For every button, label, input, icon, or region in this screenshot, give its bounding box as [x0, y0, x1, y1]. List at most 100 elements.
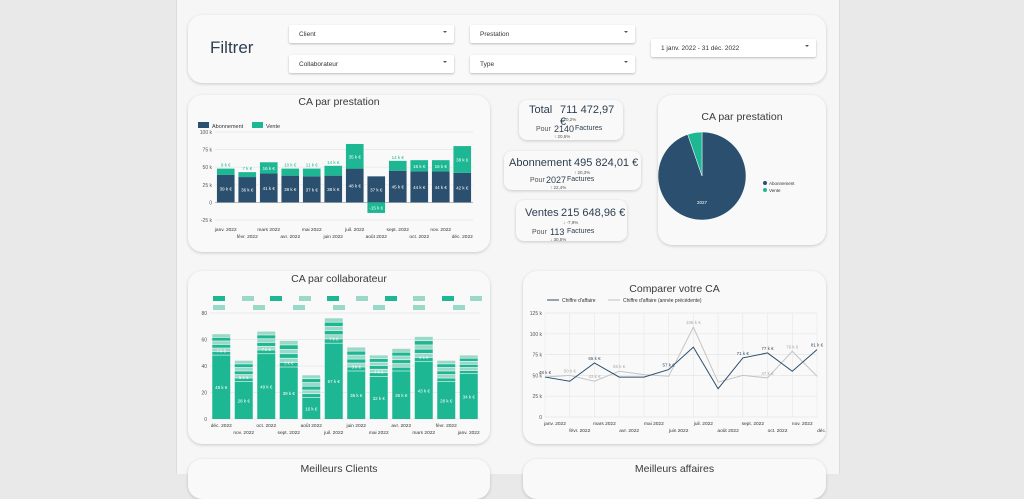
bar-vente: [431, 160, 450, 172]
legend-swatch: [333, 305, 345, 310]
y-tick-label: 25 k: [533, 394, 543, 400]
compare-line-chart: Chiffre d'affaire Chiffre d'affaire (anné…: [530, 298, 826, 434]
bar-label: 16 k €: [305, 406, 318, 411]
bar-label-vente: 38 k €: [456, 157, 469, 162]
x-tick-label: nov. 2022: [233, 430, 254, 436]
client-select[interactable]: Client: [289, 25, 454, 43]
bar-label-abonnement: 42 k €: [456, 186, 469, 191]
bar-segment: [369, 366, 388, 369]
bar-label: 4 k €: [419, 355, 429, 360]
bar-segment: [212, 351, 231, 355]
bar-label: 36 k €: [350, 393, 363, 398]
bar-segment: [347, 351, 366, 355]
chevron-down-icon: [624, 61, 628, 63]
bar-segment: [257, 339, 276, 343]
bar-segment: [302, 375, 321, 379]
x-tick-label: août 2022: [717, 428, 739, 434]
y-tick-label: 100 k: [530, 332, 543, 338]
bar-label-vente: -15 k €: [369, 206, 383, 211]
bar-abonnement: [367, 176, 386, 203]
bar-segment: [414, 353, 433, 358]
bar-segment: [324, 322, 343, 327]
bar-label-vente: 7 k €: [242, 166, 252, 171]
bar-abonnement: [345, 168, 364, 203]
legend-swatch: [385, 296, 397, 301]
date-range-select[interactable]: 1 janv. 2022 - 31 déc. 2022: [651, 39, 816, 57]
bar-label: 36 k €: [395, 393, 408, 398]
x-tick-label: déc. 20...: [817, 428, 826, 434]
bar-label: 57 k €: [328, 379, 341, 384]
filter-card: Filtrer Client Prestation 1 janv. 2022 -…: [188, 15, 826, 83]
x-tick-label: avr. 2022: [280, 234, 300, 240]
prestation-pie-chart: 2027 Abonnement Vente: [658, 131, 795, 221]
bar-abonnement: [216, 174, 235, 203]
collab-bar-card: CA par collaborateur 80 60 40 20 0 48 k € 7 k …: [188, 271, 490, 444]
kpi-ventes-value: 215 648,96 €: [561, 207, 626, 219]
kpi-ventes-pour: Pour: [532, 229, 547, 236]
y-tick-label: 100 k: [200, 130, 213, 136]
bar-segment: [324, 339, 343, 343]
bar-vente: [216, 168, 235, 175]
bar-label: 49 k €: [260, 385, 273, 390]
dashboard-page: Filtrer Client Prestation 1 janv. 2022 -…: [176, 0, 840, 499]
client-select-label: Client: [299, 30, 316, 38]
bar-segment: [392, 363, 411, 367]
x-tick-label: juin 2022: [323, 234, 344, 240]
date-range-label: 1 janv. 2022 - 31 déc. 2022: [661, 44, 740, 52]
bar-segment: [347, 359, 366, 363]
collaborateur-select[interactable]: Collaborateur: [289, 55, 454, 73]
bar-segment: [347, 347, 366, 351]
bar-label-abonnement: 44 k €: [435, 185, 448, 190]
legend-swatch-abonnement: [198, 122, 209, 128]
legend-label-vente: Vente: [769, 188, 781, 193]
bar-label: 5 k €: [239, 375, 249, 380]
legend-swatch-vente: [763, 188, 767, 192]
bar-vente: [367, 202, 386, 213]
bar-label: 4 k €: [374, 370, 384, 375]
chevron-down-icon: [443, 61, 447, 63]
prestation-bar-card: CA par prestation Abonnement Vente 100 k 75…: [188, 95, 490, 252]
bar-segment: [437, 367, 456, 371]
kpi-ventes-label: Ventes: [525, 207, 559, 219]
bar-segment: [459, 373, 478, 419]
best-affaires-card: Meilleurs affaires: [523, 459, 826, 499]
bar-label-abonnement: 38 k €: [327, 187, 340, 192]
bar-label: 32 k €: [373, 396, 386, 401]
bar-label-abonnement: 37 k €: [306, 187, 319, 192]
bar-segment: [279, 362, 298, 367]
bar-segment: [414, 336, 433, 341]
bar-segment: [324, 326, 343, 331]
kpi-abonnement-count: 2027: [546, 175, 567, 185]
bar-label: 28 k €: [238, 398, 251, 403]
type-select[interactable]: Type: [470, 55, 635, 73]
bar-segment: [234, 371, 253, 375]
bar-segment: [234, 364, 253, 368]
best-clients-title: Meilleurs Clients: [300, 463, 378, 475]
x-tick-label: juin 2022: [668, 428, 689, 434]
prestation-select-label: Prestation: [480, 30, 510, 38]
bar-segment: [212, 334, 231, 338]
bar-segment: [279, 354, 298, 358]
legend-swatch: [413, 296, 425, 301]
series-line-ca: [544, 346, 818, 390]
bar-abonnement: [238, 177, 257, 203]
bar-vente: [453, 146, 472, 173]
bar-segment: [392, 371, 411, 419]
bar-segment: [369, 376, 388, 419]
bar-label-abonnement: 44 k €: [413, 185, 426, 190]
bar-segment: [279, 358, 298, 363]
bar-label: 34 k €: [463, 394, 476, 399]
bar-segment: [279, 345, 298, 350]
y-tick-label: 20: [201, 391, 207, 397]
legend-swatch: [373, 305, 385, 310]
x-tick-label: janv. 2022: [543, 421, 566, 427]
compare-line-card: Comparer votre CA Chiffre d'affaire Chiff…: [523, 271, 826, 444]
collab-bar-chart: 80 60 40 20 0 48 k € 7 k € 28 k € 5 k € 49 k € 7 k…: [201, 296, 482, 436]
bar-segment: [234, 378, 253, 382]
x-tick-label: mars 2022: [412, 430, 435, 436]
bar-segment: [459, 367, 478, 371]
collaborateur-select-label: Collaborateur: [299, 60, 339, 68]
legend-label-vente: Vente: [266, 124, 280, 130]
prestation-select[interactable]: Prestation: [470, 25, 635, 43]
kpi-total-count: 2140: [554, 124, 575, 134]
